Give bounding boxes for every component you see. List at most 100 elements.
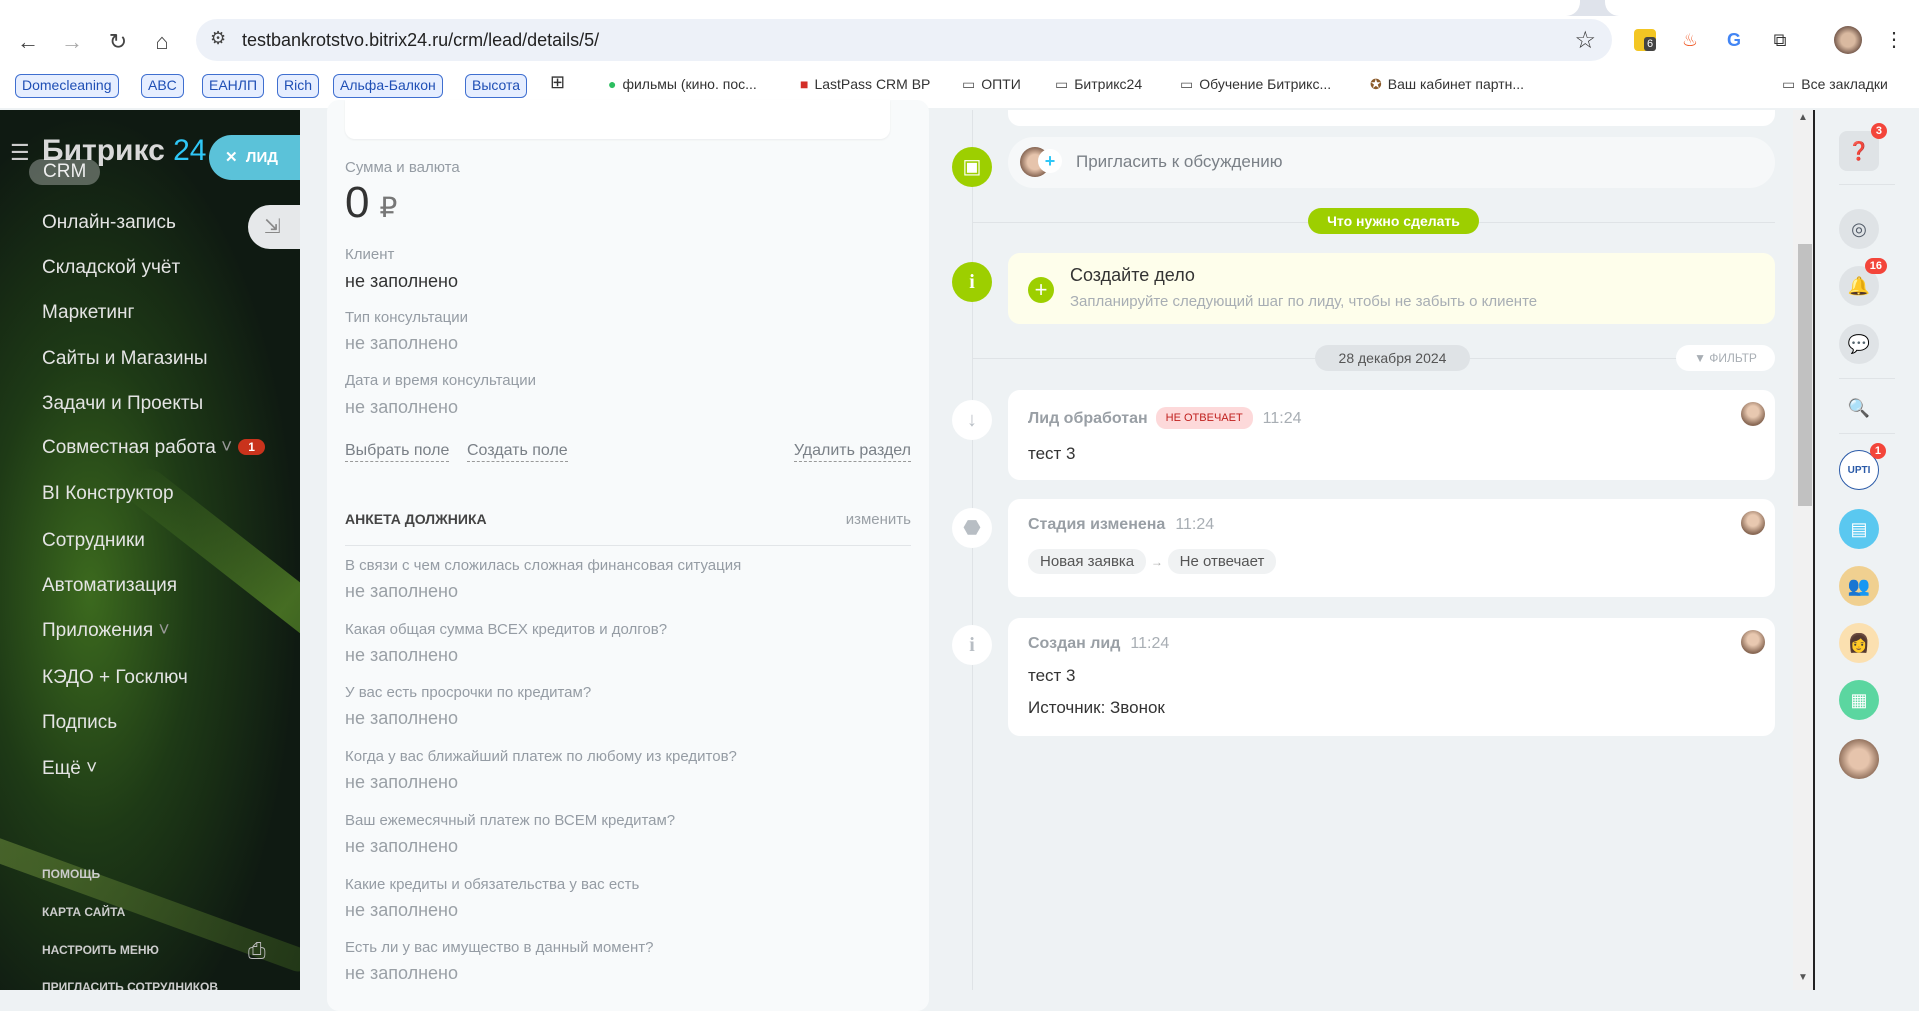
sidebar-item[interactable]: Автоматизация <box>42 575 177 596</box>
field-value[interactable]: не заполнено <box>345 772 458 793</box>
sidebar-item[interactable]: CRM <box>29 159 101 185</box>
sidebar-item[interactable]: Складской учёт <box>42 257 181 278</box>
close-icon: ✕ <box>225 149 238 166</box>
home-icon[interactable]: ⌂ <box>155 29 169 54</box>
bookmark-item[interactable]: ▭ Битрикс24 <box>1055 76 1143 92</box>
browser-toolbar: ← → ↻ ⌂ ⚙ testbankrotstvo.bitrix24.ru/cr… <box>0 16 1919 68</box>
address-bar[interactable]: ⚙ testbankrotstvo.bitrix24.ru/crm/lead/d… <box>196 19 1612 61</box>
bookmark-chip[interactable]: Rich <box>277 74 320 98</box>
amount-value[interactable]: 0 ₽ <box>345 178 398 227</box>
sidebar-sitemap[interactable]: Карта сайта <box>42 905 126 919</box>
field-value[interactable]: не заполнено <box>345 899 458 920</box>
sidebar-item[interactable]: Сотрудники <box>42 530 145 551</box>
field-value[interactable]: не заполнено <box>345 397 458 417</box>
select-field-link[interactable]: Выбрать поле <box>345 442 450 462</box>
user-avatar[interactable] <box>1839 739 1879 779</box>
add-user-icon[interactable]: + <box>1038 149 1062 173</box>
author-avatar[interactable] <box>1741 402 1765 426</box>
app-upti-avatar[interactable]: UPTI 1 <box>1839 443 1886 490</box>
sidebar-item[interactable]: Маркетинг <box>42 302 135 323</box>
scrollbar-thumb[interactable] <box>1798 244 1812 506</box>
invite-discussion[interactable]: + Пригласить к обсуждению <box>1008 137 1775 188</box>
notifications-button[interactable]: 🔔 16 <box>1839 258 1887 306</box>
sidebar-item[interactable]: Онлайн-запись <box>42 212 176 233</box>
apps-grid-icon[interactable]: ⊞ <box>550 72 566 92</box>
field-value[interactable]: не заполнено <box>345 835 458 856</box>
sidebar-item[interactable]: BI Конструктор <box>42 483 174 504</box>
author-avatar[interactable] <box>1741 630 1765 654</box>
field-value[interactable]: не заполнено <box>345 581 458 601</box>
field-value[interactable]: не заполнено <box>345 963 458 984</box>
group-chat-avatar[interactable]: 👥 <box>1839 566 1879 606</box>
create-activity-card[interactable]: + Создайте дело Запланируйте следующий ш… <box>1008 253 1775 324</box>
back-icon[interactable]: ← <box>17 29 39 54</box>
site-settings-icon[interactable]: ⚙ <box>210 28 227 48</box>
minimize-slider-button[interactable]: ⇲ <box>248 205 300 249</box>
forward-icon[interactable]: → <box>61 29 83 54</box>
user-chat-avatar[interactable]: 👩 <box>1839 623 1879 663</box>
close-slider-button[interactable]: ✕ ЛИД <box>209 135 300 180</box>
menu-burger-icon[interactable]: ☰ <box>10 140 30 165</box>
scrollbar[interactable]: ▲ ▼ <box>1793 110 1815 990</box>
fire-extension-icon[interactable]: ♨ <box>1681 30 1699 50</box>
field-value[interactable]: не заполнено <box>345 271 458 291</box>
bookmark-item[interactable]: ● фильмы (кино. пос... <box>608 76 757 92</box>
bookmark-item[interactable]: ■ LastPass CRM BP <box>800 76 931 92</box>
profile-avatar[interactable] <box>1834 26 1862 54</box>
sidebar-item[interactable]: Подпись <box>42 712 118 733</box>
sidebar-help[interactable]: Помощь <box>42 867 101 881</box>
scroll-down-icon[interactable]: ▼ <box>1798 972 1808 983</box>
timeline: ▣ + Пригласить к обсуждению Что нужно сд… <box>930 110 1793 990</box>
search-icon[interactable]: 🔍 <box>1847 398 1871 418</box>
delete-section-link[interactable]: Удалить раздел <box>793 442 911 462</box>
all-bookmarks[interactable]: ▭ Все закладки <box>1782 76 1888 92</box>
sidebar-item[interactable]: КЭДО + Госключ <box>42 667 188 688</box>
extension-icon[interactable]: 6 <box>1634 29 1657 51</box>
url-text[interactable]: testbankrotstvo.bitrix24.ru/crm/lead/det… <box>242 30 600 50</box>
field-label: Клиент <box>345 246 395 263</box>
copilot-icon[interactable]: ◎ <box>1839 209 1879 249</box>
filter-button[interactable]: ▼ ФИЛЬТР <box>1676 345 1775 371</box>
extensions-puzzle-icon[interactable]: ⧉ <box>1773 30 1787 50</box>
sidebar-item[interactable]: Приложения ˅ <box>42 620 170 641</box>
field-value[interactable]: не заполнено <box>345 708 458 729</box>
plus-icon[interactable]: + <box>1028 277 1054 303</box>
counter-badge: 1 <box>238 439 265 455</box>
timeline-event: Лид обработан НЕ ОТВЕЧАЕТ 11:24 тест 3 <box>1008 390 1775 480</box>
date-separator: 28 декабря 2024 <box>1315 345 1470 371</box>
bookmark-chip[interactable]: ABC <box>141 74 184 98</box>
sidebar-item[interactable]: Ещё ˅ <box>42 758 98 779</box>
bookmark-chip[interactable]: Domecleaning <box>15 74 119 98</box>
folder-icon: ▭ <box>962 76 976 92</box>
sidebar-item[interactable]: Задачи и Проекты <box>42 393 204 414</box>
sidebar-item[interactable]: Совместная работа ˅ 1 <box>42 437 265 459</box>
sidebar-item[interactable]: Сайты и Магазины <box>42 348 208 369</box>
browser-menu-icon[interactable]: ⋮ <box>1884 29 1904 51</box>
bookmark-item[interactable]: ▭ ОПТИ <box>962 76 1021 92</box>
bookmark-chip[interactable]: Альфа-Балкон <box>333 74 443 98</box>
bookmark-item[interactable]: ✪ Ваш кабинет партн... <box>1370 76 1525 92</box>
open-channels-icon[interactable]: ▤ <box>1839 509 1879 549</box>
bell-icon: 🔔 <box>1847 276 1871 296</box>
bookmark-star-icon[interactable]: ☆ <box>1574 27 1596 54</box>
printer-icon[interactable]: ⎙ <box>248 938 266 963</box>
sidebar-invite-employees[interactable]: Пригласить сотрудников <box>42 980 219 990</box>
chat-icon[interactable]: 💬 <box>1839 324 1879 364</box>
field-value[interactable]: не заполнено <box>345 333 458 353</box>
bookmark-item[interactable]: ▭ Обучение Битрикс... <box>1180 76 1332 92</box>
author-avatar[interactable] <box>1741 511 1765 535</box>
field-value[interactable]: не заполнено <box>345 644 458 665</box>
translate-extension-icon[interactable]: G <box>1726 30 1741 50</box>
reload-icon[interactable]: ↻ <box>108 29 128 54</box>
bookmark-chip[interactable]: ЕАНЛП <box>202 74 265 98</box>
questionnaire-card: АНКЕТА ДОЛЖНИКА изменить В связи с чем с… <box>327 491 929 1011</box>
edit-section-link[interactable]: изменить <box>845 511 911 528</box>
evernote-icon: ● <box>608 76 617 92</box>
help-button[interactable]: ❓ 3 <box>1839 123 1887 171</box>
bookmark-chip[interactable]: Высота <box>465 74 528 98</box>
scroll-up-icon[interactable]: ▲ <box>1798 112 1808 123</box>
notes-icon[interactable]: ▦ <box>1839 680 1879 720</box>
sidebar-configure-menu[interactable]: Настроить меню <box>42 943 159 957</box>
bitrix24-logo[interactable]: Битрикс 24 <box>42 134 207 167</box>
create-field-link[interactable]: Создать поле <box>467 442 568 462</box>
